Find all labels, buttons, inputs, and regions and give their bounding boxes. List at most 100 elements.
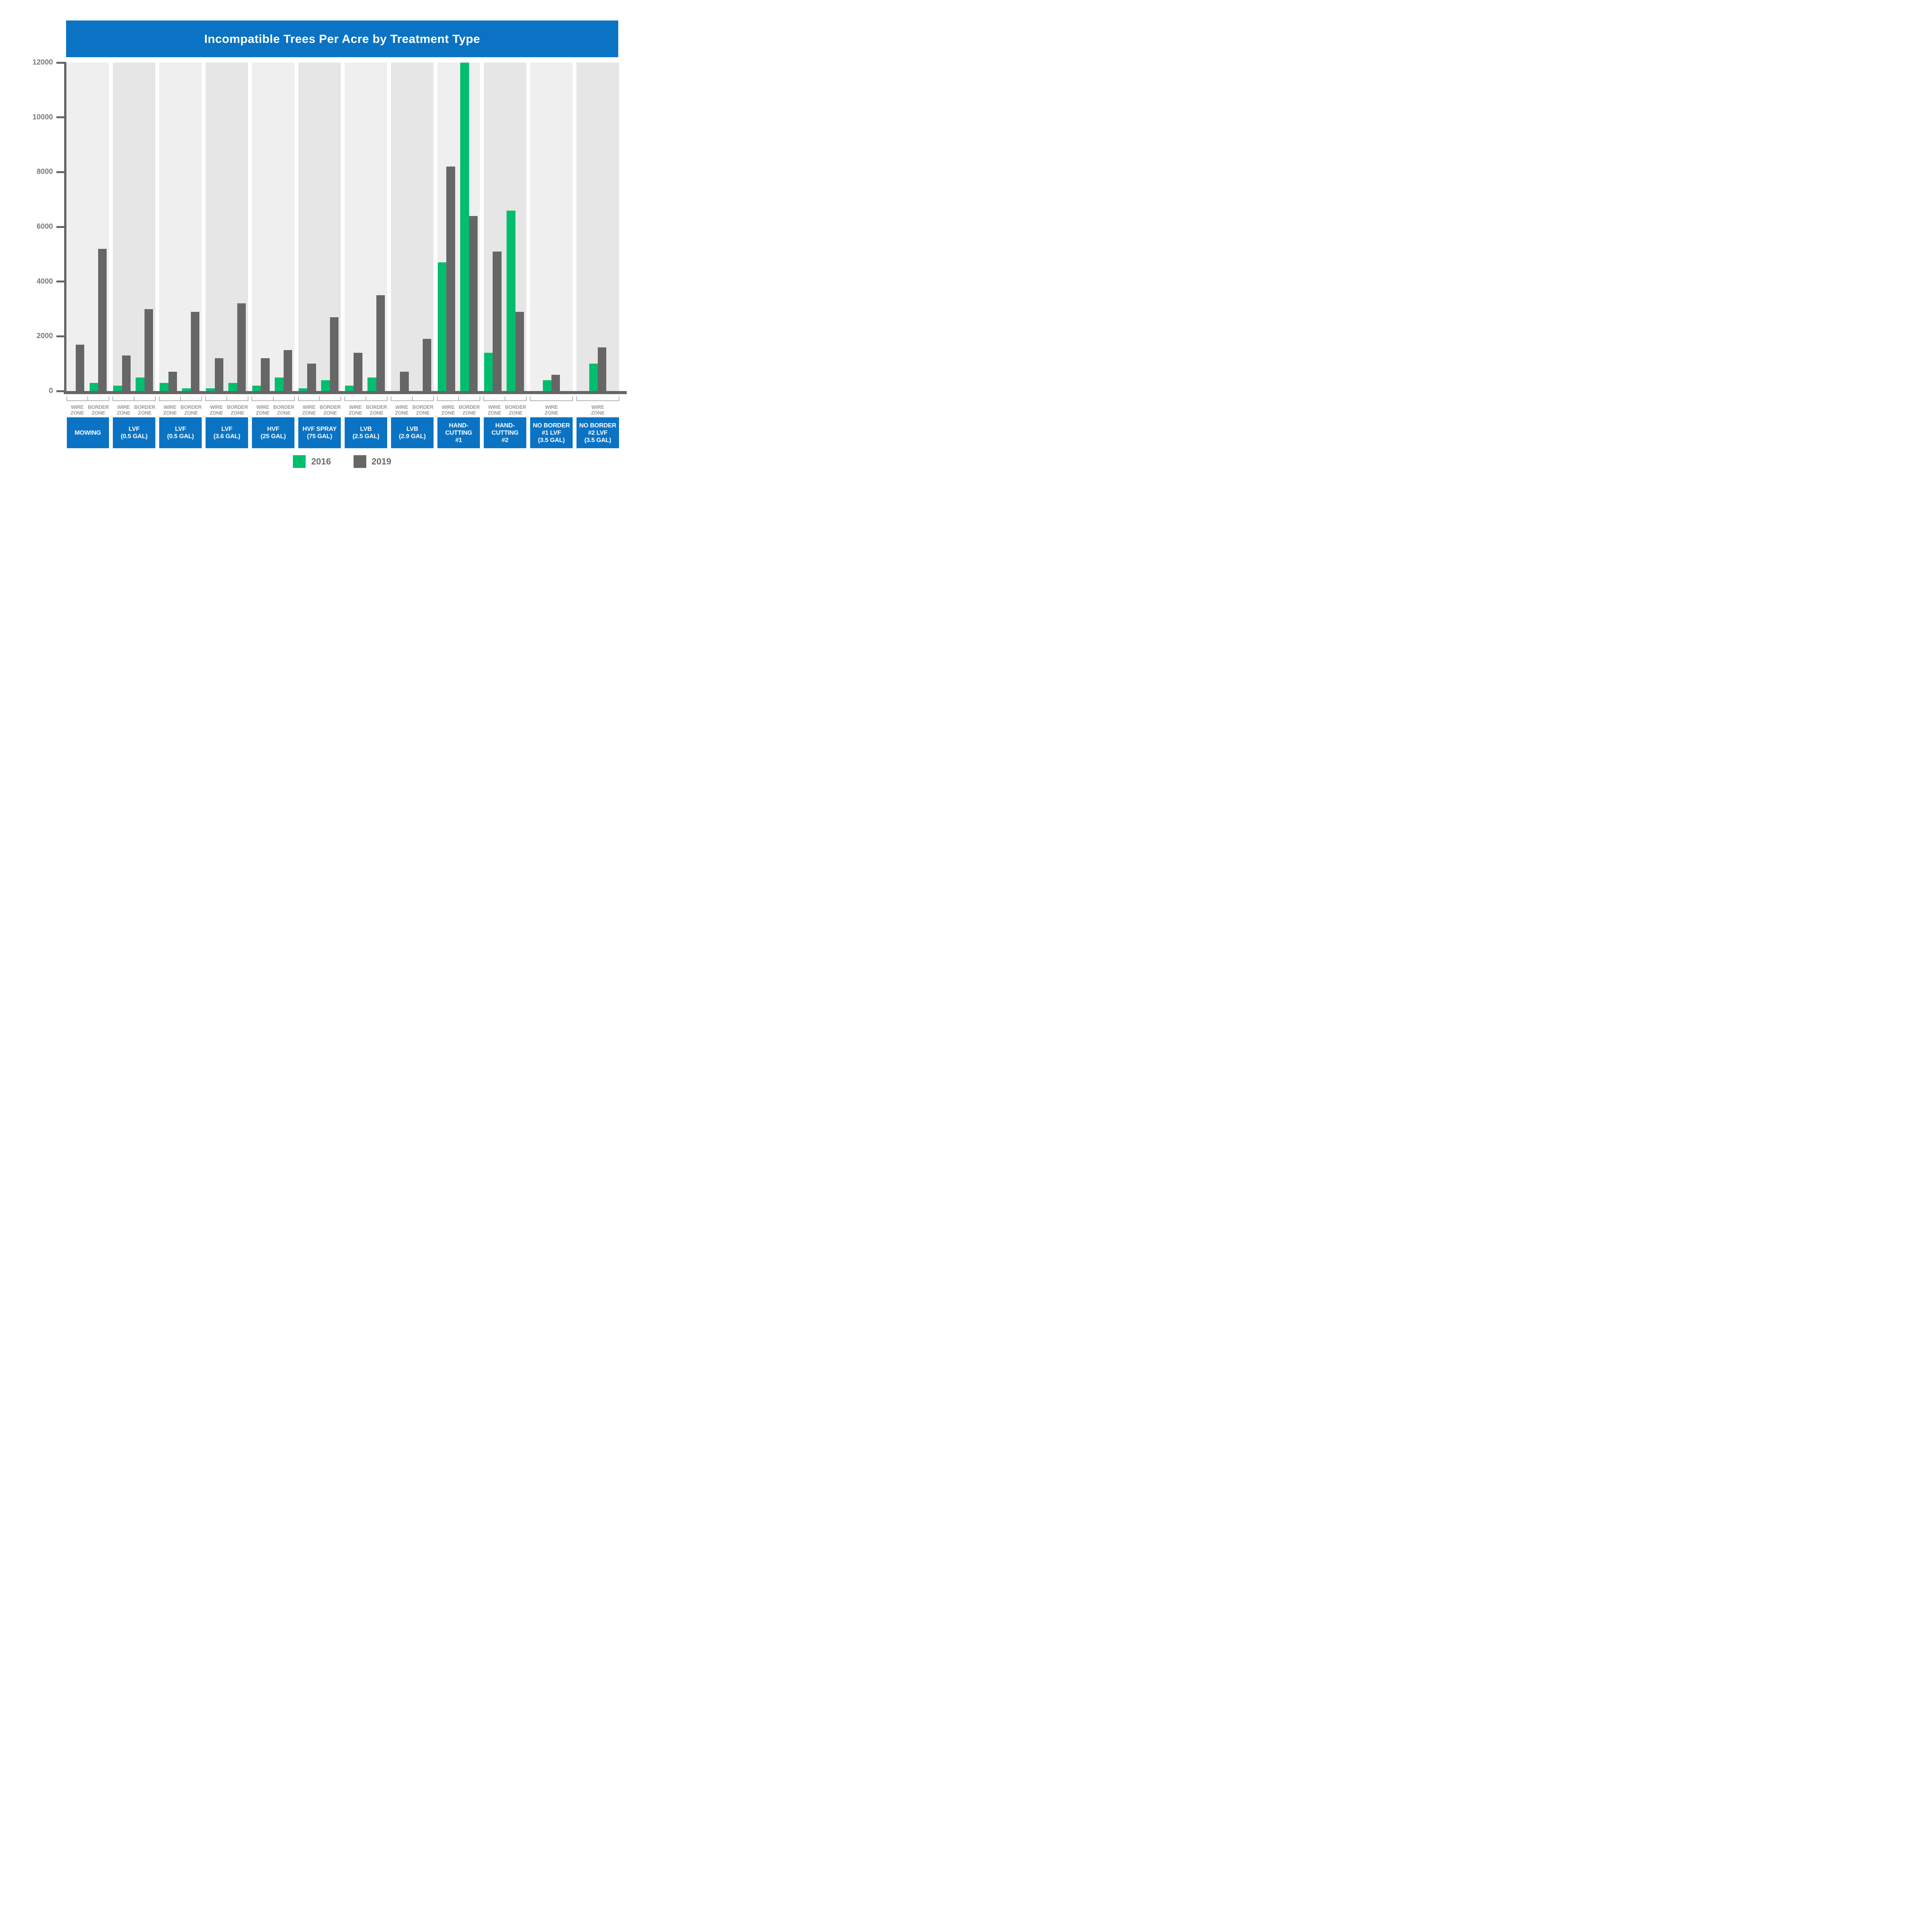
zone-label: BORDER ZONE bbox=[366, 404, 387, 416]
bar-2016-border-zone bbox=[182, 388, 191, 391]
bar-2019-wire-zone bbox=[597, 347, 607, 391]
bar-2019-wire-zone bbox=[307, 364, 316, 391]
zone-label: WIRE ZONE bbox=[544, 404, 558, 416]
group-panel bbox=[206, 63, 248, 391]
zone-label: WIRE ZONE bbox=[349, 404, 362, 416]
bar-2019-border-zone bbox=[190, 311, 200, 391]
zone-bracket-tick bbox=[273, 396, 274, 401]
y-axis-tick bbox=[56, 116, 66, 119]
zone-label: WIRE ZONE bbox=[256, 404, 270, 416]
zone-labels: WIRE ZONE BORDER ZONE bbox=[484, 404, 526, 417]
zone-bracket-tick bbox=[319, 396, 320, 401]
zone-bracket-tick bbox=[344, 396, 345, 401]
treatment-label-box: LVF (0.5 GAL) bbox=[113, 417, 155, 448]
zone-bracket-tick bbox=[112, 396, 114, 401]
zone-label: BORDER ZONE bbox=[180, 404, 202, 416]
bar-2019-wire-zone bbox=[261, 358, 270, 391]
zone-bracket-tick bbox=[412, 396, 413, 401]
bar-2019-wire-zone bbox=[400, 372, 409, 391]
zone-labels: WIRE ZONE BORDER ZONE bbox=[113, 404, 155, 417]
zone-bracket-line bbox=[530, 400, 573, 401]
legend-swatch bbox=[353, 455, 366, 468]
zone-bracket bbox=[391, 396, 434, 401]
bar-2016-border-zone bbox=[321, 380, 330, 391]
treatment-label-box: HAND- CUTTING #2 bbox=[484, 417, 526, 448]
treatment-group: WIRE ZONE BORDER ZONE LVF (3.6 GAL) bbox=[205, 63, 248, 448]
treatment-label-box: HAND- CUTTING #1 bbox=[437, 417, 480, 448]
zone-bracket-tick bbox=[294, 396, 295, 401]
treatment-group: WIRE ZONE BORDER ZONE LVB (2.9 GAL) bbox=[391, 63, 434, 448]
zone-bracket-tick bbox=[155, 396, 156, 401]
bar-2016-wire-zone bbox=[345, 385, 354, 391]
zone-bracket-tick bbox=[66, 396, 67, 401]
bar-2019-wire-zone bbox=[122, 355, 131, 391]
zone-label: BORDER ZONE bbox=[88, 404, 109, 416]
group-panel bbox=[530, 63, 573, 391]
bar-2019-wire-zone bbox=[75, 344, 84, 391]
group-panel bbox=[159, 63, 202, 391]
y-axis-tick-label: 4000 bbox=[36, 277, 53, 286]
group-panel bbox=[391, 63, 434, 391]
bar-2016-wire-zone bbox=[113, 385, 122, 391]
chart-title: Incompatible Trees Per Acre by Treatment… bbox=[204, 32, 480, 46]
chart-page: Incompatible Trees Per Acre by Treatment… bbox=[0, 0, 644, 483]
zone-bracket-tick bbox=[87, 396, 88, 401]
zone-bracket-tick bbox=[458, 396, 459, 401]
zone-label: WIRE ZONE bbox=[70, 404, 84, 416]
zone-bracket-tick bbox=[340, 396, 341, 401]
zone-labels: WIRE ZONE bbox=[530, 404, 572, 417]
zone-label: BORDER ZONE bbox=[505, 404, 526, 416]
bar-2016-border-zone bbox=[228, 383, 237, 391]
treatment-label-box: NO BORDER #2 LVF (3.5 GAL) bbox=[577, 417, 619, 448]
y-axis-tick bbox=[56, 281, 66, 283]
group-panel bbox=[484, 63, 526, 391]
y-axis-line bbox=[64, 63, 66, 394]
y-axis-tick-label: 10000 bbox=[32, 113, 53, 121]
zone-label: WIRE ZONE bbox=[209, 404, 223, 416]
zone-bracket bbox=[576, 396, 619, 401]
y-axis-tick bbox=[56, 171, 66, 173]
legend-label: 2016 bbox=[311, 456, 331, 466]
legend-label: 2019 bbox=[371, 456, 391, 466]
treatment-group: WIRE ZONE BORDER ZONE LVF (0.5 GAL) bbox=[112, 63, 156, 448]
zone-bracket-tick bbox=[159, 396, 160, 401]
treatment-group: WIRE ZONE BORDER ZONE HAND- CUTTING #1 bbox=[437, 63, 480, 448]
zone-bracket bbox=[298, 396, 341, 401]
bar-2019-border-zone bbox=[422, 339, 431, 391]
zone-labels: WIRE ZONE BORDER ZONE bbox=[252, 404, 294, 417]
x-axis-baseline bbox=[64, 391, 627, 394]
treatment-group: WIRE ZONE BORDER ZONE LVB (2.5 GAL) bbox=[344, 63, 388, 448]
zone-bracket-tick bbox=[526, 396, 527, 401]
zone-bracket-tick bbox=[437, 396, 438, 401]
treatment-group: WIRE ZONE BORDER ZONE HVF SPRAY (75 GAL) bbox=[298, 63, 341, 448]
bar-2019-border-zone bbox=[469, 216, 478, 391]
bar-2019-wire-zone bbox=[354, 352, 362, 391]
zone-bracket bbox=[112, 396, 156, 401]
treatment-label-box: HVF (25 GAL) bbox=[252, 417, 294, 448]
zone-labels: WIRE ZONE BORDER ZONE bbox=[67, 404, 109, 417]
bar-2016-border-zone bbox=[136, 377, 145, 391]
treatment-label-box: LVF (0.5 GAL) bbox=[159, 417, 202, 448]
group-panel bbox=[577, 63, 619, 391]
zone-label: WIRE ZONE bbox=[395, 404, 409, 416]
treatment-group: WIRE ZONE NO BORDER #2 LVF (3.5 GAL) bbox=[576, 63, 619, 448]
y-axis-tick-label: 6000 bbox=[36, 223, 53, 231]
bar-2019-border-zone bbox=[283, 350, 293, 391]
bar-2016-wire-zone bbox=[484, 352, 493, 391]
group-panel bbox=[437, 63, 480, 391]
bar-2019-wire-zone bbox=[214, 358, 223, 391]
zone-bracket-tick bbox=[483, 396, 485, 401]
zone-bracket-tick bbox=[226, 396, 228, 401]
zone-bracket-tick bbox=[433, 396, 434, 401]
zone-bracket-tick bbox=[576, 396, 577, 401]
treatment-group: WIRE ZONE BORDER ZONE LVF (0.5 GAL) bbox=[159, 63, 202, 448]
zone-label: BORDER ZONE bbox=[273, 404, 294, 416]
treatment-label-box: NO BORDER #1 LVF (3.5 GAL) bbox=[530, 417, 573, 448]
zone-bracket-tick bbox=[572, 396, 573, 401]
bar-2016-wire-zone bbox=[543, 380, 551, 391]
zone-bracket bbox=[344, 396, 388, 401]
zone-label: WIRE ZONE bbox=[591, 404, 605, 416]
y-axis-tick-label: 2000 bbox=[36, 332, 53, 340]
chart-legend: 2016 2019 bbox=[66, 455, 618, 468]
bar-2019-border-zone bbox=[144, 309, 153, 391]
